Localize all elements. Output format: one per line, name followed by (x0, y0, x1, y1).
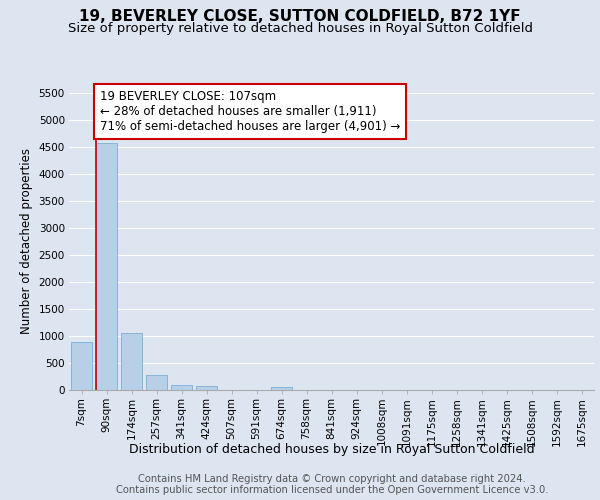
Text: 19 BEVERLEY CLOSE: 107sqm
← 28% of detached houses are smaller (1,911)
71% of se: 19 BEVERLEY CLOSE: 107sqm ← 28% of detac… (100, 90, 400, 133)
Text: 19, BEVERLEY CLOSE, SUTTON COLDFIELD, B72 1YF: 19, BEVERLEY CLOSE, SUTTON COLDFIELD, B7… (79, 9, 521, 24)
Bar (71, 342, 92, 390)
Bar (96, 144, 117, 390)
Text: Contains HM Land Registry data © Crown copyright and database right 2024.: Contains HM Land Registry data © Crown c… (138, 474, 526, 484)
Text: Distribution of detached houses by size in Royal Sutton Coldfield: Distribution of detached houses by size … (129, 442, 535, 456)
Y-axis label: Number of detached properties: Number of detached properties (20, 148, 33, 334)
Bar (146, 375, 167, 390)
Bar (271, 388, 292, 390)
Text: Size of property relative to detached houses in Royal Sutton Coldfield: Size of property relative to detached ho… (67, 22, 533, 35)
Bar (196, 386, 217, 390)
Text: Contains public sector information licensed under the Open Government Licence v3: Contains public sector information licen… (116, 485, 548, 495)
Bar (121, 332, 142, 390)
Bar (171, 384, 192, 390)
